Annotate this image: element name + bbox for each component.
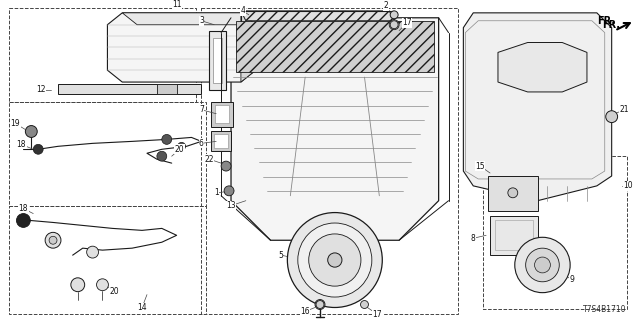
- Circle shape: [71, 278, 84, 292]
- Polygon shape: [231, 18, 438, 240]
- Circle shape: [525, 248, 559, 282]
- Text: T7S4B1710: T7S4B1710: [583, 305, 627, 315]
- Circle shape: [97, 279, 108, 291]
- Polygon shape: [241, 13, 256, 82]
- Bar: [8, 8, 196, 102]
- Circle shape: [86, 246, 99, 258]
- Bar: [211, 102, 233, 126]
- Text: 4: 4: [241, 6, 245, 15]
- Circle shape: [224, 186, 234, 196]
- Text: 6: 6: [199, 139, 204, 148]
- Text: 1: 1: [214, 188, 218, 197]
- Bar: [157, 84, 177, 94]
- Text: 10: 10: [623, 181, 634, 190]
- Circle shape: [328, 253, 342, 267]
- Text: 7: 7: [199, 105, 204, 114]
- Polygon shape: [108, 13, 256, 82]
- Circle shape: [26, 125, 37, 137]
- Circle shape: [605, 111, 618, 123]
- Bar: [58, 84, 202, 94]
- Polygon shape: [241, 11, 394, 21]
- Bar: [495, 220, 532, 250]
- Polygon shape: [498, 43, 587, 92]
- Text: 19: 19: [11, 119, 20, 128]
- Bar: [202, 8, 458, 315]
- Bar: [488, 176, 538, 211]
- Circle shape: [49, 236, 57, 244]
- Circle shape: [390, 21, 398, 29]
- Text: 14: 14: [137, 303, 147, 312]
- Text: FR.: FR.: [597, 16, 615, 26]
- Text: 22: 22: [205, 155, 214, 164]
- Bar: [490, 216, 538, 255]
- Circle shape: [316, 300, 324, 308]
- Circle shape: [360, 300, 369, 308]
- Bar: [211, 132, 231, 151]
- Text: 20: 20: [109, 287, 119, 296]
- Circle shape: [515, 237, 570, 293]
- Text: 18: 18: [17, 140, 26, 149]
- Circle shape: [178, 142, 186, 150]
- Text: 9: 9: [570, 275, 575, 284]
- Circle shape: [221, 161, 231, 171]
- Circle shape: [315, 300, 325, 309]
- Bar: [8, 102, 206, 206]
- Text: FR.: FR.: [602, 20, 620, 30]
- Bar: [241, 11, 394, 57]
- Text: 17: 17: [372, 310, 382, 319]
- Text: 8: 8: [471, 234, 476, 243]
- Polygon shape: [122, 13, 256, 25]
- Text: 16: 16: [300, 307, 310, 316]
- Circle shape: [308, 234, 361, 286]
- Text: 17: 17: [402, 18, 412, 27]
- Bar: [213, 37, 222, 83]
- Text: 12: 12: [36, 85, 46, 94]
- Circle shape: [17, 213, 30, 228]
- Circle shape: [534, 257, 550, 273]
- Circle shape: [162, 134, 172, 144]
- Text: 15: 15: [476, 162, 485, 171]
- Text: 2: 2: [384, 1, 388, 11]
- Text: 20: 20: [175, 145, 184, 154]
- Circle shape: [33, 144, 43, 154]
- Bar: [483, 156, 627, 309]
- Circle shape: [389, 20, 399, 30]
- Circle shape: [390, 11, 398, 19]
- Text: 3: 3: [199, 16, 204, 25]
- Bar: [8, 206, 206, 315]
- Text: 13: 13: [226, 201, 236, 210]
- Bar: [215, 105, 229, 123]
- Circle shape: [287, 212, 382, 308]
- Bar: [214, 134, 228, 148]
- Text: 21: 21: [620, 105, 629, 114]
- Polygon shape: [236, 21, 434, 72]
- Circle shape: [508, 188, 518, 198]
- Text: 11: 11: [172, 0, 181, 9]
- Text: 5: 5: [278, 251, 283, 260]
- Text: 18: 18: [19, 204, 28, 213]
- Bar: [209, 31, 226, 90]
- Circle shape: [298, 223, 372, 297]
- Polygon shape: [463, 13, 612, 201]
- Circle shape: [157, 151, 167, 161]
- Circle shape: [45, 232, 61, 248]
